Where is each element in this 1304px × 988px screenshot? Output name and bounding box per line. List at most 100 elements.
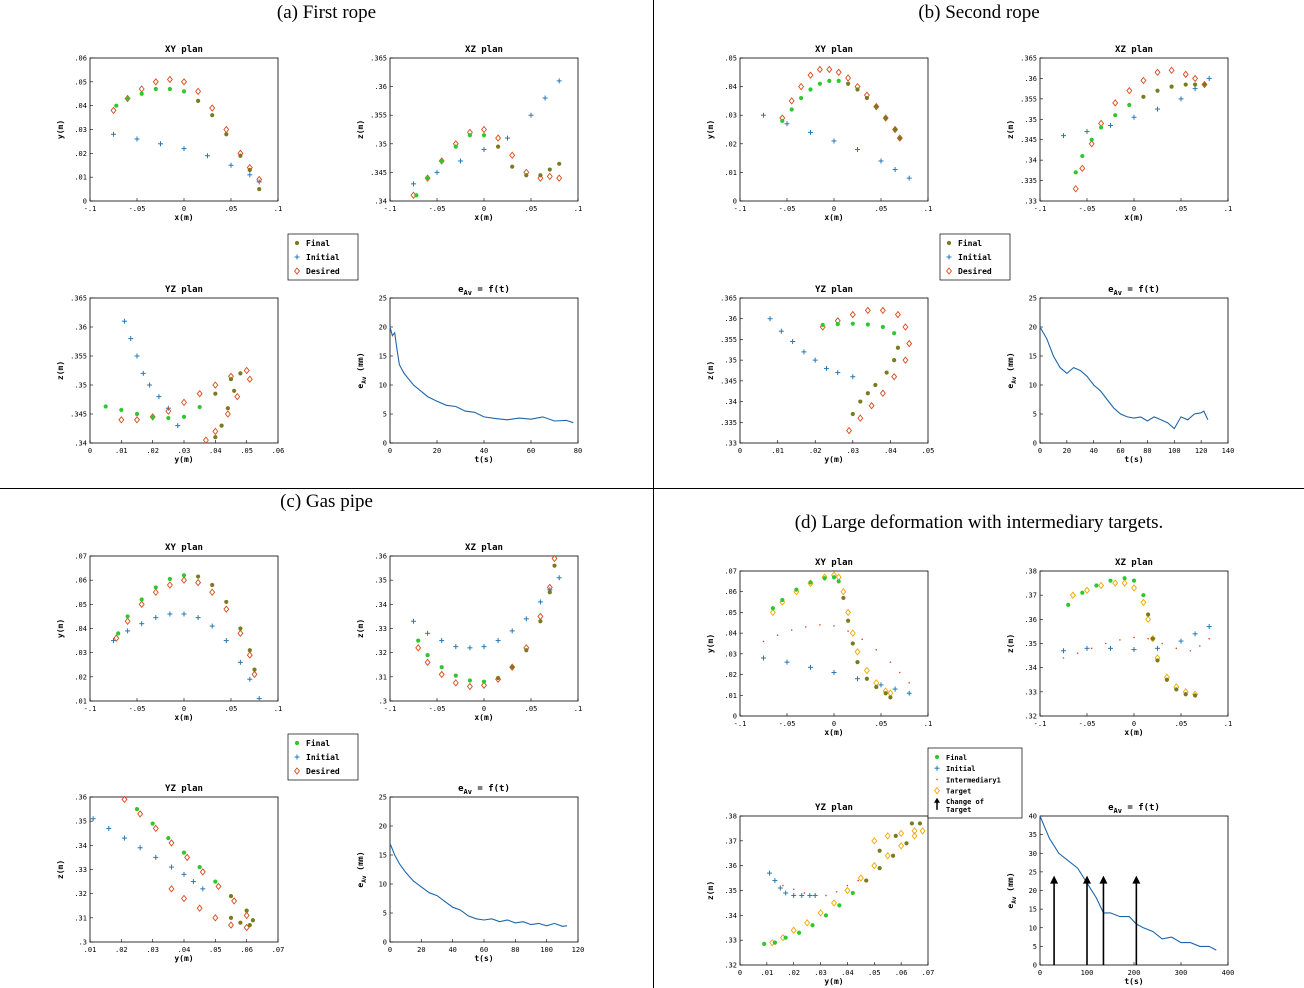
legend-entry: Initial bbox=[934, 765, 976, 773]
data-point bbox=[817, 909, 824, 917]
x-tick-label: .05 bbox=[525, 205, 538, 213]
x-tick-label: 0 bbox=[1132, 205, 1136, 213]
data-point bbox=[247, 172, 253, 178]
x-axis-label: t(s) bbox=[474, 954, 493, 963]
y-tick-label: 5 bbox=[383, 910, 387, 918]
data-point bbox=[439, 665, 444, 670]
vertical-divider-top bbox=[653, 0, 654, 488]
data-point bbox=[505, 135, 510, 141]
data-point bbox=[919, 827, 926, 835]
data-point bbox=[181, 146, 187, 152]
data-point bbox=[846, 81, 851, 86]
data-point bbox=[790, 629, 793, 631]
x-axis-label: x(m) bbox=[1124, 728, 1143, 737]
legend-entry: Final bbox=[934, 754, 967, 762]
x-tick-label: 40 bbox=[480, 447, 488, 455]
x-tick-label: -.1 bbox=[1034, 720, 1047, 728]
x-axis-label: y(m) bbox=[824, 977, 843, 986]
data-point bbox=[181, 78, 187, 86]
data-point bbox=[865, 391, 870, 396]
y-tick-label: .05 bbox=[724, 55, 737, 63]
data-point bbox=[424, 658, 431, 667]
data-point bbox=[150, 821, 155, 826]
data-point bbox=[416, 638, 421, 643]
data-point bbox=[121, 795, 128, 804]
error-line bbox=[1039, 815, 1217, 951]
data-point bbox=[1084, 645, 1090, 651]
data-point bbox=[772, 940, 778, 945]
data-point bbox=[1080, 153, 1085, 159]
data-point bbox=[808, 580, 813, 585]
y-axis-label: y(m) bbox=[706, 634, 715, 653]
series-error-curve bbox=[389, 843, 568, 927]
data-point bbox=[874, 684, 879, 690]
legend-entry: Target bbox=[934, 786, 971, 796]
horizontal-divider bbox=[0, 488, 1304, 489]
x-tick-label: .1 bbox=[574, 205, 582, 213]
data-point bbox=[783, 890, 789, 896]
x-tick-label: .05 bbox=[240, 447, 253, 455]
y-tick-label: .34 bbox=[74, 440, 87, 448]
series-error-curve bbox=[389, 326, 574, 424]
data-point bbox=[1174, 687, 1179, 692]
chart-a-xy: -.1 -.05 0 .05 .1 0 .01 .02 .03 .04 .05 .06 XY plan x… bbox=[56, 45, 282, 222]
data-point bbox=[1126, 86, 1133, 95]
data-point bbox=[213, 435, 218, 440]
data-point bbox=[761, 112, 766, 118]
data-point bbox=[780, 597, 785, 603]
data-point bbox=[1113, 113, 1118, 118]
data-point bbox=[871, 837, 878, 845]
data-point bbox=[888, 695, 893, 700]
data-point bbox=[1080, 590, 1085, 595]
y-tick-label: 40 bbox=[1029, 813, 1037, 821]
data-point bbox=[917, 821, 923, 826]
legend-entry: Final bbox=[294, 238, 330, 248]
data-point bbox=[125, 628, 131, 634]
y-tick-label: .36 bbox=[724, 315, 737, 323]
data-point bbox=[228, 915, 234, 920]
data-point bbox=[801, 349, 807, 355]
x-tick-label: 0 bbox=[88, 447, 92, 455]
data-point bbox=[836, 78, 841, 83]
x-tick-label: -.1 bbox=[734, 720, 747, 728]
chart-title: YZ plan bbox=[165, 784, 203, 794]
data-point bbox=[439, 638, 445, 644]
data-point bbox=[1121, 579, 1128, 587]
series-error-curve bbox=[1039, 326, 1209, 430]
data-point bbox=[152, 824, 159, 833]
data-point bbox=[228, 162, 234, 168]
chart-b-e: 0 20 40 60 80 100 120 140 0 5 10 15 20 25 eAv = f(t) t(… bbox=[1006, 285, 1234, 464]
data-point bbox=[556, 174, 563, 182]
data-point bbox=[111, 638, 116, 644]
x-tick-label: .1 bbox=[924, 720, 932, 728]
data-point bbox=[1131, 647, 1137, 653]
x-tick-label: 0 bbox=[738, 447, 742, 455]
data-point bbox=[168, 839, 175, 847]
legend-entry: Desired bbox=[946, 266, 992, 276]
data-point bbox=[772, 878, 778, 884]
data-point bbox=[158, 141, 163, 147]
data-point bbox=[850, 890, 855, 896]
plot-frame bbox=[1039, 815, 1229, 966]
plot-frame bbox=[1039, 57, 1229, 202]
legend-box bbox=[287, 233, 359, 281]
data-point bbox=[1141, 94, 1146, 99]
x-tick-label: -.1 bbox=[84, 705, 97, 713]
data-point bbox=[1127, 102, 1132, 108]
y-tick-label: .07 bbox=[74, 553, 87, 561]
chart-d-xy: -.1 -.05 0 .05 .1 0 .01 .02 .03 .04 .05 .06 .07 XY pl… bbox=[706, 558, 932, 737]
data-point bbox=[467, 645, 473, 651]
x-tick-label: .04 bbox=[884, 447, 897, 455]
data-point bbox=[1088, 140, 1095, 148]
legend-label: Final bbox=[306, 738, 330, 748]
legend-label: Intermediary1 bbox=[946, 776, 1001, 784]
data-point bbox=[213, 879, 218, 884]
x-tick-label: .06 bbox=[240, 946, 253, 954]
data-point bbox=[524, 648, 529, 653]
data-point bbox=[892, 686, 898, 692]
data-point bbox=[181, 573, 187, 578]
data-point bbox=[1192, 631, 1198, 637]
y-tick-label: .07 bbox=[724, 568, 737, 576]
data-point bbox=[1084, 129, 1090, 135]
data-point bbox=[770, 606, 776, 611]
